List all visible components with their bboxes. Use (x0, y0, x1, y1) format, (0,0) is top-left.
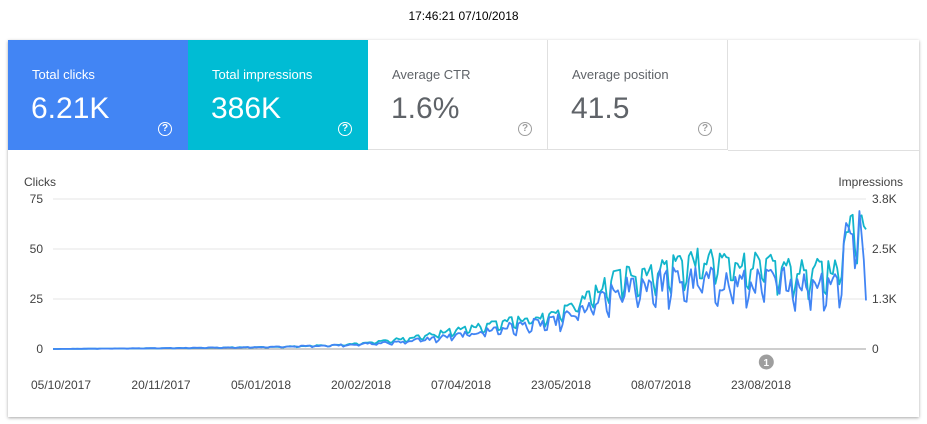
metric-cards: Total clicks 6.21K ? Total impressions 3… (8, 40, 919, 151)
total-clicks-card[interactable]: Total clicks 6.21K ? (8, 40, 188, 150)
x-tick-label: 23/05/2018 (531, 378, 591, 392)
left-axis-label: Clicks (24, 175, 56, 189)
average-ctr-value: 1.6% (391, 92, 460, 125)
help-circle-icon[interactable]: ? (518, 122, 532, 136)
annotation-label: 1 (764, 358, 770, 369)
x-tick-label: 23/08/2018 (731, 378, 791, 392)
total-impressions-value: 386K (211, 92, 282, 125)
x-tick-label: 05/01/2018 (231, 378, 291, 392)
average-position-label: Average position (572, 67, 669, 82)
x-tick-label: 08/07/2018 (631, 378, 691, 392)
right-tick-label: 1.3K (872, 292, 897, 306)
average-position-card[interactable]: Average position 41.5 ? (548, 40, 728, 150)
x-tick-label: 20/02/2018 (331, 378, 391, 392)
total-clicks-value: 6.21K (31, 92, 110, 125)
timestamp: 17:46:21 07/10/2018 (408, 9, 519, 23)
performance-panel: Total clicks 6.21K ? Total impressions 3… (8, 40, 919, 417)
right-axis-label: Impressions (838, 175, 903, 189)
right-tick-label: 2.5K (872, 242, 897, 256)
left-tick-label: 0 (36, 342, 43, 356)
x-tick-label: 20/11/2017 (131, 378, 190, 392)
total-impressions-card[interactable]: Total impressions 386K ? (188, 40, 368, 150)
left-tick-label: 75 (30, 192, 44, 206)
right-tick-label: 0 (872, 342, 879, 356)
performance-chart: Clicks Impressions 025507501.3K2.5K3.8K … (24, 175, 903, 392)
total-clicks-label: Total clicks (32, 67, 95, 82)
average-position-value: 41.5 (571, 92, 630, 125)
average-ctr-card[interactable]: Average CTR 1.6% ? (368, 40, 548, 150)
right-tick-label: 3.8K (872, 192, 897, 206)
x-tick-label: 05/10/2017 (31, 378, 91, 392)
x-tick-label: 07/04/2018 (431, 378, 491, 392)
left-tick-label: 25 (30, 292, 44, 306)
clicks-series-line (53, 210, 867, 350)
help-circle-icon[interactable]: ? (158, 122, 172, 136)
divider (728, 150, 919, 151)
help-circle-icon[interactable]: ? (338, 122, 352, 136)
average-ctr-label: Average CTR (392, 67, 471, 82)
total-impressions-label: Total impressions (212, 67, 313, 82)
annotation-marker (758, 354, 774, 370)
help-circle-icon[interactable]: ? (698, 122, 712, 136)
left-tick-label: 50 (30, 242, 44, 256)
